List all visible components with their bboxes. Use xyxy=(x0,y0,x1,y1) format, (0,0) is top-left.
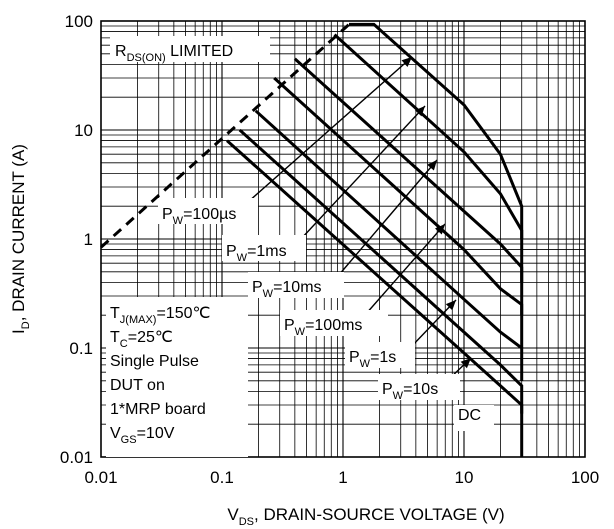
soa-curve-3 xyxy=(293,57,524,316)
rdson-limited-label: RDS(ON) LIMITED xyxy=(110,36,270,64)
pulse-label-text: PW=100ms xyxy=(284,317,362,338)
conditions-box: TJ(MAX)=150℃ TC=25℃ Single Pulse DUT on … xyxy=(106,297,248,457)
y-tick-label: 100 xyxy=(65,12,93,31)
pulse-label-text: PW=100µs xyxy=(162,206,236,227)
pulse-label-bg xyxy=(222,235,306,261)
y-tick-label: 0.1 xyxy=(69,339,93,358)
annotation-arrow-line xyxy=(337,159,438,277)
annotation-arrow-head xyxy=(427,160,437,171)
pulse-label-text: PW=10s xyxy=(382,381,438,402)
pulse-label-10s: PW=10s xyxy=(378,374,460,402)
pulse-label-dc: DC xyxy=(454,405,494,431)
annotation-arrow-head xyxy=(401,57,412,67)
annotation-arrow-head xyxy=(445,300,456,311)
x-tick-label: 10 xyxy=(455,468,474,487)
pulse-label-100us: PW=100µs xyxy=(158,198,258,227)
condition-line-tj: TJ(MAX)=150℃ xyxy=(110,305,210,326)
rdson-limited-label-bg xyxy=(110,36,270,62)
x-tick-label: 100 xyxy=(571,468,599,487)
pulse-width-labels: PW=100µs PW=1ms PW=10ms PW=100ms PW=1s P… xyxy=(158,198,494,431)
x-axis-label: VDS, DRAIN-SOURCE VOLTAGE (V) xyxy=(227,505,504,528)
y-axis-label: ID, DRAIN CURRENT (A) xyxy=(9,144,32,334)
pulse-label-bg xyxy=(378,374,460,400)
annotation-arrow-line xyxy=(364,223,446,316)
condition-line-tc: TC=25℃ xyxy=(110,329,173,350)
soa-curve-7 xyxy=(225,139,524,457)
annotation-arrow-line xyxy=(409,299,457,349)
annotation-arrow-head xyxy=(435,224,445,235)
annotation-arrow-head xyxy=(414,106,425,117)
soa-curve-5 xyxy=(254,109,524,381)
soa-curve-1 xyxy=(349,22,524,239)
series-group xyxy=(99,22,524,457)
arrow-group xyxy=(247,56,472,381)
pulse-label-bg xyxy=(158,198,258,224)
conditions-bg xyxy=(106,297,248,457)
pulse-label-text: PW=1s xyxy=(349,349,396,370)
pulse-label-1ms: PW=1ms xyxy=(222,235,306,264)
annotation-arrow-line xyxy=(299,105,426,241)
condition-line-vgs: VGS=10V xyxy=(110,425,175,446)
y-tick-label: 0.01 xyxy=(60,448,93,467)
pulse-label-text: DC xyxy=(458,407,481,424)
annotation-arrow-head xyxy=(460,358,471,369)
pulse-label-text: PW=10ms xyxy=(252,279,322,300)
rdson-limit-line xyxy=(99,23,351,249)
y-tick-label: 10 xyxy=(74,121,93,140)
pulse-label-bg xyxy=(454,405,494,431)
annotation-arrow-line xyxy=(247,56,413,203)
y-tick-labels: 0.01 0.1 1 10 100 xyxy=(60,12,93,467)
pulse-label-bg xyxy=(280,310,388,336)
condition-line-pulse: Single Pulse xyxy=(110,353,199,370)
x-tick-label: 0.01 xyxy=(84,468,117,487)
x-tick-label: 0.1 xyxy=(210,468,234,487)
x-tick-label: 1 xyxy=(338,468,347,487)
condition-line-board: 1*MRP board xyxy=(110,401,206,418)
x-tick-labels: 0.01 0.1 1 10 100 xyxy=(84,468,599,487)
condition-line-dut: DUT on xyxy=(110,377,165,394)
plot-frame xyxy=(100,20,586,458)
pulse-label-bg xyxy=(248,272,344,298)
y-tick-label: 1 xyxy=(84,230,93,249)
soa-curve-4 xyxy=(273,76,524,348)
pulse-label-bg xyxy=(345,342,415,368)
soa-curve-6 xyxy=(238,128,524,414)
pulse-label-100ms: PW=100ms xyxy=(280,310,388,338)
pulse-label-10ms: PW=10ms xyxy=(248,272,344,300)
pulse-label-text: PW=1ms xyxy=(226,243,287,264)
rdson-limited-text: RDS(ON) LIMITED xyxy=(115,43,233,64)
pulse-label-1s: PW=1s xyxy=(345,342,415,370)
